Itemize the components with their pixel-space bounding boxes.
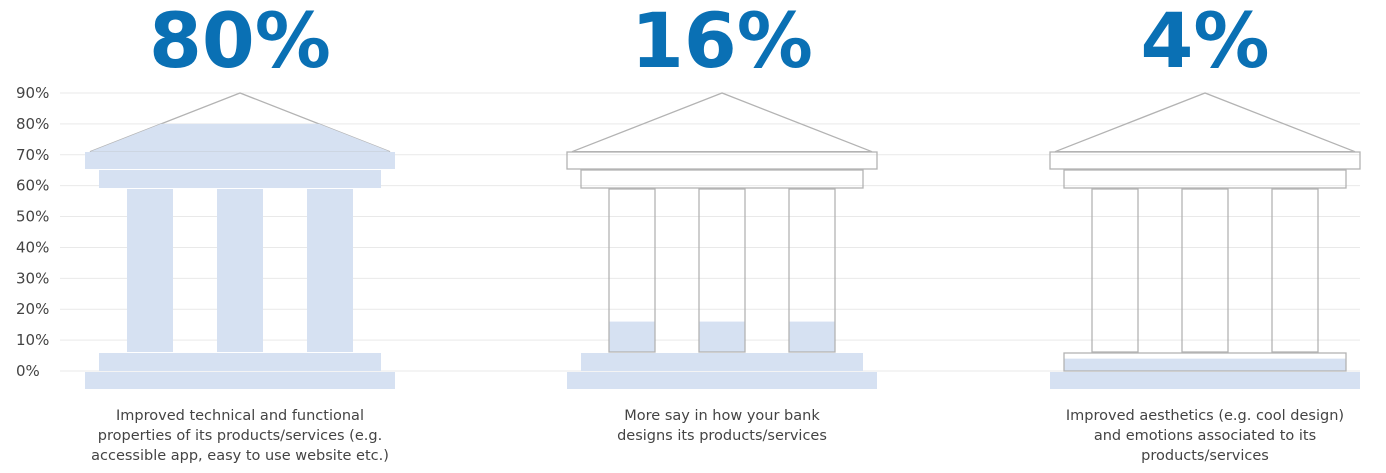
entablature-fill [85,152,395,169]
category-caption-line: More say in how your bank [624,408,820,424]
bank-building [1049,92,1361,389]
base-plinth-fill [85,372,395,389]
y-tick-label: 60% [16,177,49,195]
y-tick-label: 0% [16,362,40,380]
y-tick-label: 70% [16,146,49,164]
category-caption-line: products/services [1141,448,1269,464]
y-axis: 0% 10% 20% 30% 40% 50% 60% 70% 80% 90% [16,84,49,380]
column-outline [788,188,836,353]
capital-fill [99,170,381,188]
column-fill [609,321,655,352]
category-caption-line: accessible app, easy to use website etc.… [91,448,389,464]
column-outline [698,188,746,353]
entablature-outline [566,151,878,170]
y-tick-label: 90% [16,84,49,102]
y-tick-label: 80% [16,115,49,133]
column-outline [1181,188,1229,353]
column-outline [608,188,656,353]
base-plinth-fill [567,372,877,389]
column-fill [217,189,263,352]
base-plinth-fill [1050,372,1360,389]
y-tick-label: 10% [16,331,49,349]
category-caption-line: designs its products/services [617,428,827,444]
bank-buildings [85,92,1361,389]
capital-outline [1063,169,1347,189]
category-caption-line: properties of its products/services (e.g… [98,428,382,444]
category-caption-line: Improved technical and functional [116,408,364,424]
bank-building [85,92,395,389]
column-fill [789,321,835,352]
value-label: 16% [631,0,813,85]
column-fill [307,189,353,352]
category-caption-line: Improved aesthetics (e.g. cool design) [1066,408,1344,424]
category-caption: Improved aesthetics (e.g. cool design) an… [1066,408,1344,464]
category-captions: Improved technical and functional propert… [91,408,1344,464]
y-tick-label: 50% [16,208,49,226]
base-step-fill [581,353,863,371]
base-step-fill [1064,358,1346,371]
column-outline [1091,188,1139,353]
category-caption: More say in how your bank designs its pro… [617,408,827,444]
y-tick-label: 20% [16,300,49,318]
value-label: 80% [149,0,331,85]
entablature-outline [1049,151,1361,170]
base-step-outline [1063,352,1347,372]
capital-outline [580,169,864,189]
value-label: 4% [1140,0,1269,85]
roof-fill [90,123,390,152]
y-tick-label: 30% [16,269,49,287]
roof-outline [1054,92,1356,153]
value-labels: 80% 16% 4% [149,0,1269,85]
bank-building [566,92,878,389]
category-caption-line: and emotions associated to its [1094,428,1316,444]
y-tick-label: 40% [16,238,49,256]
base-step-fill [99,353,381,371]
column-outline [1271,188,1319,353]
roof-outline [571,92,873,153]
column-fill [127,189,173,352]
category-caption: Improved technical and functional propert… [91,408,389,464]
column-fill [699,321,745,352]
